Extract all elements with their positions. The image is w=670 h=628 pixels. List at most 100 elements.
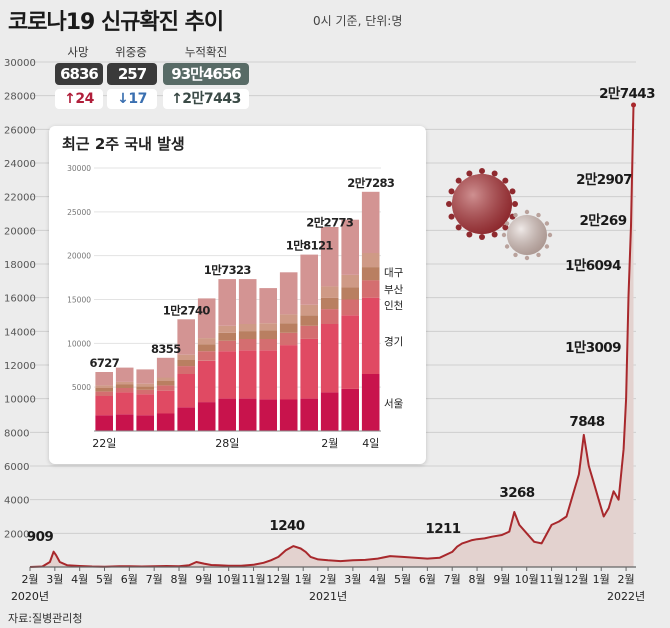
inset-data-label: 8355 <box>151 342 181 356</box>
data-label: 1만6094 <box>565 258 621 274</box>
x-tick-label: 6월 <box>419 573 436 586</box>
virus-spike <box>544 244 550 249</box>
y-tick-label: 30000 <box>4 58 36 69</box>
inset-y-tick-label: 10000 <box>67 339 91 348</box>
x-tick-label: 2월 <box>21 573 38 586</box>
virus-spike <box>513 212 518 218</box>
stat-value-deaths: 6836 <box>55 63 103 85</box>
data-label: 2만2907 <box>576 172 632 188</box>
bar-segment <box>300 398 318 431</box>
y-tick-label: 12000 <box>4 361 36 372</box>
bar-segment <box>279 332 298 346</box>
inset-y-tick-label: 30000 <box>67 164 91 173</box>
bar-segment <box>279 272 298 315</box>
virus-illustration <box>446 168 553 261</box>
bar-segment <box>115 384 134 388</box>
y-tick-label: 4000 <box>4 496 29 507</box>
bar-segment <box>136 394 154 416</box>
source-note: 자료:질병관리청 <box>8 612 83 625</box>
bar-segment <box>136 389 154 395</box>
virus-spike <box>448 213 455 220</box>
data-label: 3268 <box>499 485 534 501</box>
stat-label-deaths: 사망 <box>67 45 89 59</box>
bar-segment <box>218 351 236 399</box>
bar-segment <box>177 319 195 355</box>
stat-label-cumulative: 누적확진 <box>184 45 228 59</box>
bar-segment <box>197 338 216 345</box>
virus-spike <box>491 170 498 177</box>
bar-segment <box>320 286 339 298</box>
x-tick-label: 11월 <box>241 573 265 586</box>
bar-segment <box>95 385 113 388</box>
bar-segment <box>341 299 359 316</box>
bar-segment <box>259 288 277 324</box>
inset-x-tick-label: 4일 <box>362 436 379 450</box>
bar-segment <box>156 377 175 381</box>
peak-marker <box>631 102 637 108</box>
bar-segment <box>177 366 195 374</box>
bar-segment <box>300 325 318 339</box>
bar-segment <box>341 219 359 275</box>
virus-spike <box>455 177 462 184</box>
bar-segment <box>259 399 277 431</box>
virus-spike <box>524 255 530 261</box>
inset-data-label: 6727 <box>89 356 119 370</box>
bar-segment <box>218 279 236 326</box>
y-tick-label: 24000 <box>4 159 36 170</box>
inset-legend-label: 서울 <box>384 398 404 410</box>
y-tick-label: 18000 <box>4 260 36 271</box>
stat-change-critical: ↓17 <box>107 89 157 109</box>
virus-spike <box>479 168 485 174</box>
bar-segment <box>156 357 175 378</box>
data-label: 909 <box>27 529 54 545</box>
bar-segment <box>95 372 113 386</box>
y-tick-label: 6000 <box>4 462 29 473</box>
bar-segment <box>279 345 298 400</box>
virus-spike <box>479 234 485 240</box>
bar-segment <box>95 391 113 396</box>
inset-y-tick-label: 20000 <box>67 252 91 261</box>
bar-segment <box>259 330 277 339</box>
x-tick-label: 12월 <box>564 573 588 586</box>
bar-segment <box>279 399 298 431</box>
virus-icon-small <box>507 215 547 255</box>
bar-segment <box>136 415 154 431</box>
virus-spike <box>501 232 507 238</box>
x-tick-label: 4월 <box>369 573 386 586</box>
area-fill <box>30 105 634 567</box>
data-label: 1211 <box>425 521 460 537</box>
bar-segment <box>341 388 359 431</box>
bar-segment <box>300 338 318 399</box>
x-tick-label: 9월 <box>493 573 510 586</box>
bar-segment <box>95 395 113 416</box>
bar-segment <box>95 388 113 392</box>
inset-data-label: 2만2773 <box>306 215 354 229</box>
virus-spike <box>524 209 530 215</box>
x-tick-label: 2월 <box>618 573 635 586</box>
bar-segment <box>156 381 175 386</box>
bar-segment <box>136 369 154 384</box>
bar-segment <box>238 279 257 324</box>
bar-segment <box>279 323 298 333</box>
bar-segment <box>361 297 380 374</box>
stat-label-critical: 위중증 <box>115 45 147 59</box>
bar-segment <box>320 227 339 287</box>
bar-segment <box>177 354 195 360</box>
bar-segment <box>300 304 318 316</box>
inset-chart: 5000 10000 15000 20000 25000 30000 22일 28일 2월 4일 6… <box>67 164 404 450</box>
page-subtitle: 0시 기준, 단위:명 <box>313 14 403 28</box>
bar-segment <box>218 398 236 431</box>
bar-segment <box>197 298 216 339</box>
x-tick-label: 8월 <box>468 573 485 586</box>
x-tick-label: 7월 <box>146 573 163 586</box>
bar-segment <box>320 297 339 310</box>
virus-spike <box>466 231 473 238</box>
x-tick-label: 11월 <box>539 573 563 586</box>
inset-data-label: 1만7323 <box>204 263 252 277</box>
bar-segment <box>361 267 380 281</box>
bar-segment <box>156 390 175 414</box>
bar-segment <box>115 367 134 382</box>
x-tick-label: 8월 <box>170 573 187 586</box>
virus-spike <box>509 188 516 195</box>
bar-segment <box>95 415 113 431</box>
